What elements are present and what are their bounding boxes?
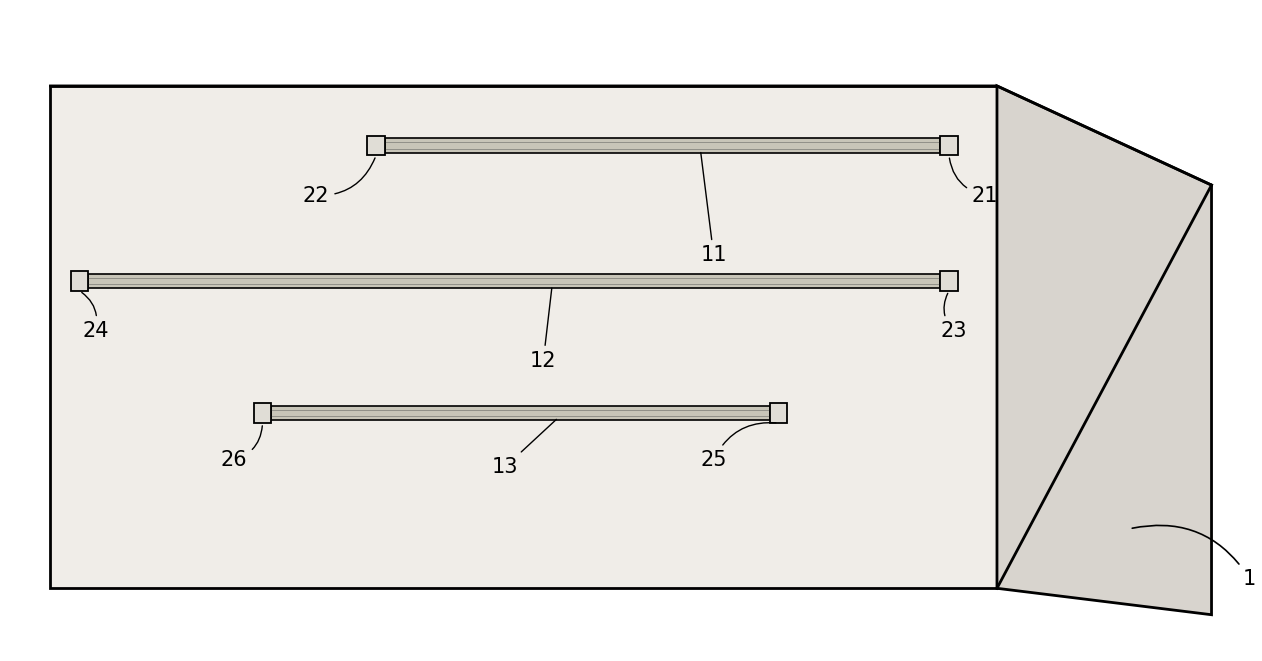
Text: 1: 1 bbox=[1132, 525, 1256, 589]
Text: 13: 13 bbox=[492, 419, 557, 477]
Bar bbox=[88, 274, 940, 288]
Bar bbox=[254, 403, 271, 423]
Text: 11: 11 bbox=[700, 153, 727, 265]
Text: 21: 21 bbox=[949, 158, 998, 206]
Bar bbox=[770, 403, 787, 423]
Text: 24: 24 bbox=[82, 292, 109, 341]
Bar bbox=[271, 406, 770, 420]
Polygon shape bbox=[50, 86, 997, 588]
Bar bbox=[385, 138, 940, 153]
Text: 12: 12 bbox=[530, 288, 557, 371]
Bar bbox=[71, 271, 88, 291]
Text: 23: 23 bbox=[940, 293, 967, 341]
Bar bbox=[940, 271, 958, 291]
Bar bbox=[940, 136, 958, 155]
Text: 22: 22 bbox=[303, 158, 375, 206]
Text: 25: 25 bbox=[700, 422, 776, 470]
Text: 26: 26 bbox=[221, 426, 262, 470]
Bar bbox=[367, 136, 385, 155]
Polygon shape bbox=[997, 86, 1212, 615]
